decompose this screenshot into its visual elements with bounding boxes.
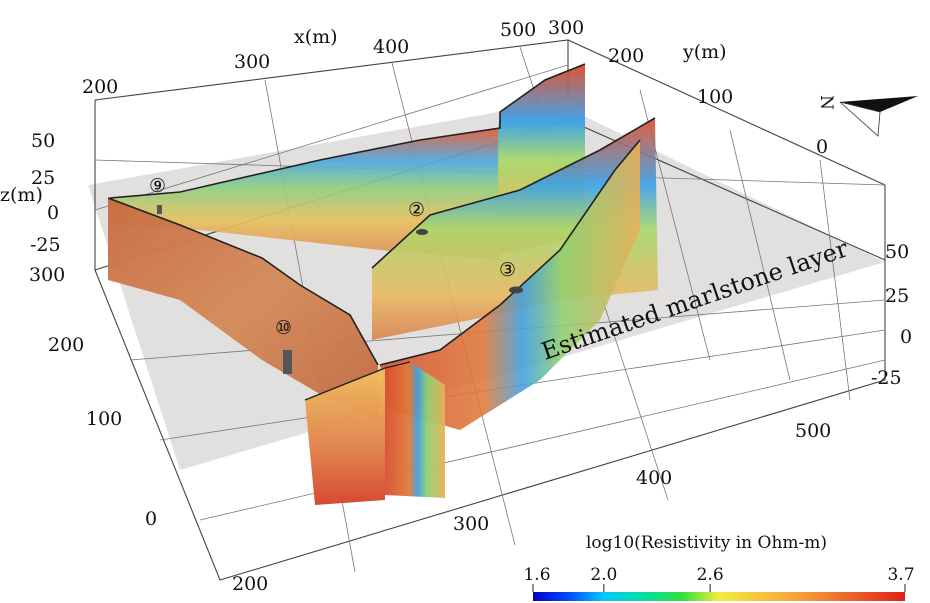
z-tick-label: 50 bbox=[31, 130, 55, 152]
borehole-10-label: ⑩ bbox=[275, 317, 292, 339]
section-diagonal bbox=[380, 140, 640, 430]
z-right-tick-label: 50 bbox=[885, 241, 909, 263]
colorbar-tick-label: 2.6 bbox=[697, 565, 724, 585]
colorbar-tick-label: 3.7 bbox=[887, 565, 914, 585]
section-left bbox=[108, 198, 378, 420]
x-front-tick-label: 300 bbox=[453, 513, 489, 535]
north-arrow-icon: N bbox=[816, 95, 918, 137]
colorbar: log10(Resistivity in Ohm-m) 1.6 2.0 2.6 3.7 bbox=[523, 533, 915, 601]
resistivity-sections bbox=[107, 63, 658, 505]
z-right-tick-label: 0 bbox=[900, 326, 912, 348]
borehole-2-label: ② bbox=[408, 199, 425, 221]
x-front-tick-label: 400 bbox=[636, 467, 672, 489]
z-tick-label: 0 bbox=[47, 202, 59, 224]
z-tick-label: -25 bbox=[30, 234, 61, 256]
colorbar-tick-label: 1.6 bbox=[523, 565, 550, 585]
north-label: N bbox=[816, 95, 836, 110]
borehole-3-label: ③ bbox=[499, 259, 516, 281]
y-tick-label: 100 bbox=[697, 86, 733, 108]
z-tick-label: 25 bbox=[31, 167, 55, 189]
y-tick-label: 0 bbox=[816, 136, 828, 158]
y-axis-label: y(m) bbox=[682, 41, 727, 63]
x-front-tick-label: 200 bbox=[232, 573, 268, 595]
x-tick-label: 300 bbox=[234, 51, 270, 73]
y-tick-label: 200 bbox=[608, 45, 644, 67]
z-right-tick-label: -25 bbox=[871, 367, 902, 389]
borehole-10-marker bbox=[283, 350, 292, 374]
section-front bbox=[305, 368, 385, 505]
z-axis-label: z(m) bbox=[0, 184, 43, 206]
x-tick-label: 500 bbox=[500, 19, 536, 41]
x-tick-label: 200 bbox=[82, 76, 118, 98]
y-left-tick-label: 200 bbox=[48, 334, 84, 356]
borehole-9-marker bbox=[157, 205, 162, 214]
borehole-markers bbox=[157, 205, 523, 374]
borehole-3-marker bbox=[509, 286, 523, 294]
colorbar-ticks: 1.6 2.0 2.6 3.7 bbox=[523, 565, 915, 592]
x-front-tick-label: 500 bbox=[795, 420, 831, 442]
borehole-9-label: ⑨ bbox=[149, 175, 166, 197]
x-axis-label: x(m) bbox=[294, 26, 338, 48]
y-left-tick-label: 300 bbox=[29, 264, 65, 286]
y-tick-label: 300 bbox=[548, 17, 584, 39]
y-left-tick-label: 100 bbox=[86, 408, 122, 430]
y-left-tick-label: 0 bbox=[145, 508, 157, 530]
section-front-cross bbox=[385, 362, 445, 498]
borehole-2-marker bbox=[416, 229, 428, 235]
x-tick-label: 400 bbox=[373, 36, 409, 58]
section-back-long bbox=[110, 128, 500, 260]
colorbar-tick-label: 2.0 bbox=[590, 565, 617, 585]
colorbar-title: log10(Resistivity in Ohm-m) bbox=[586, 533, 827, 553]
colorbar-gradient bbox=[533, 592, 905, 601]
z-right-tick-label: 25 bbox=[885, 285, 909, 307]
